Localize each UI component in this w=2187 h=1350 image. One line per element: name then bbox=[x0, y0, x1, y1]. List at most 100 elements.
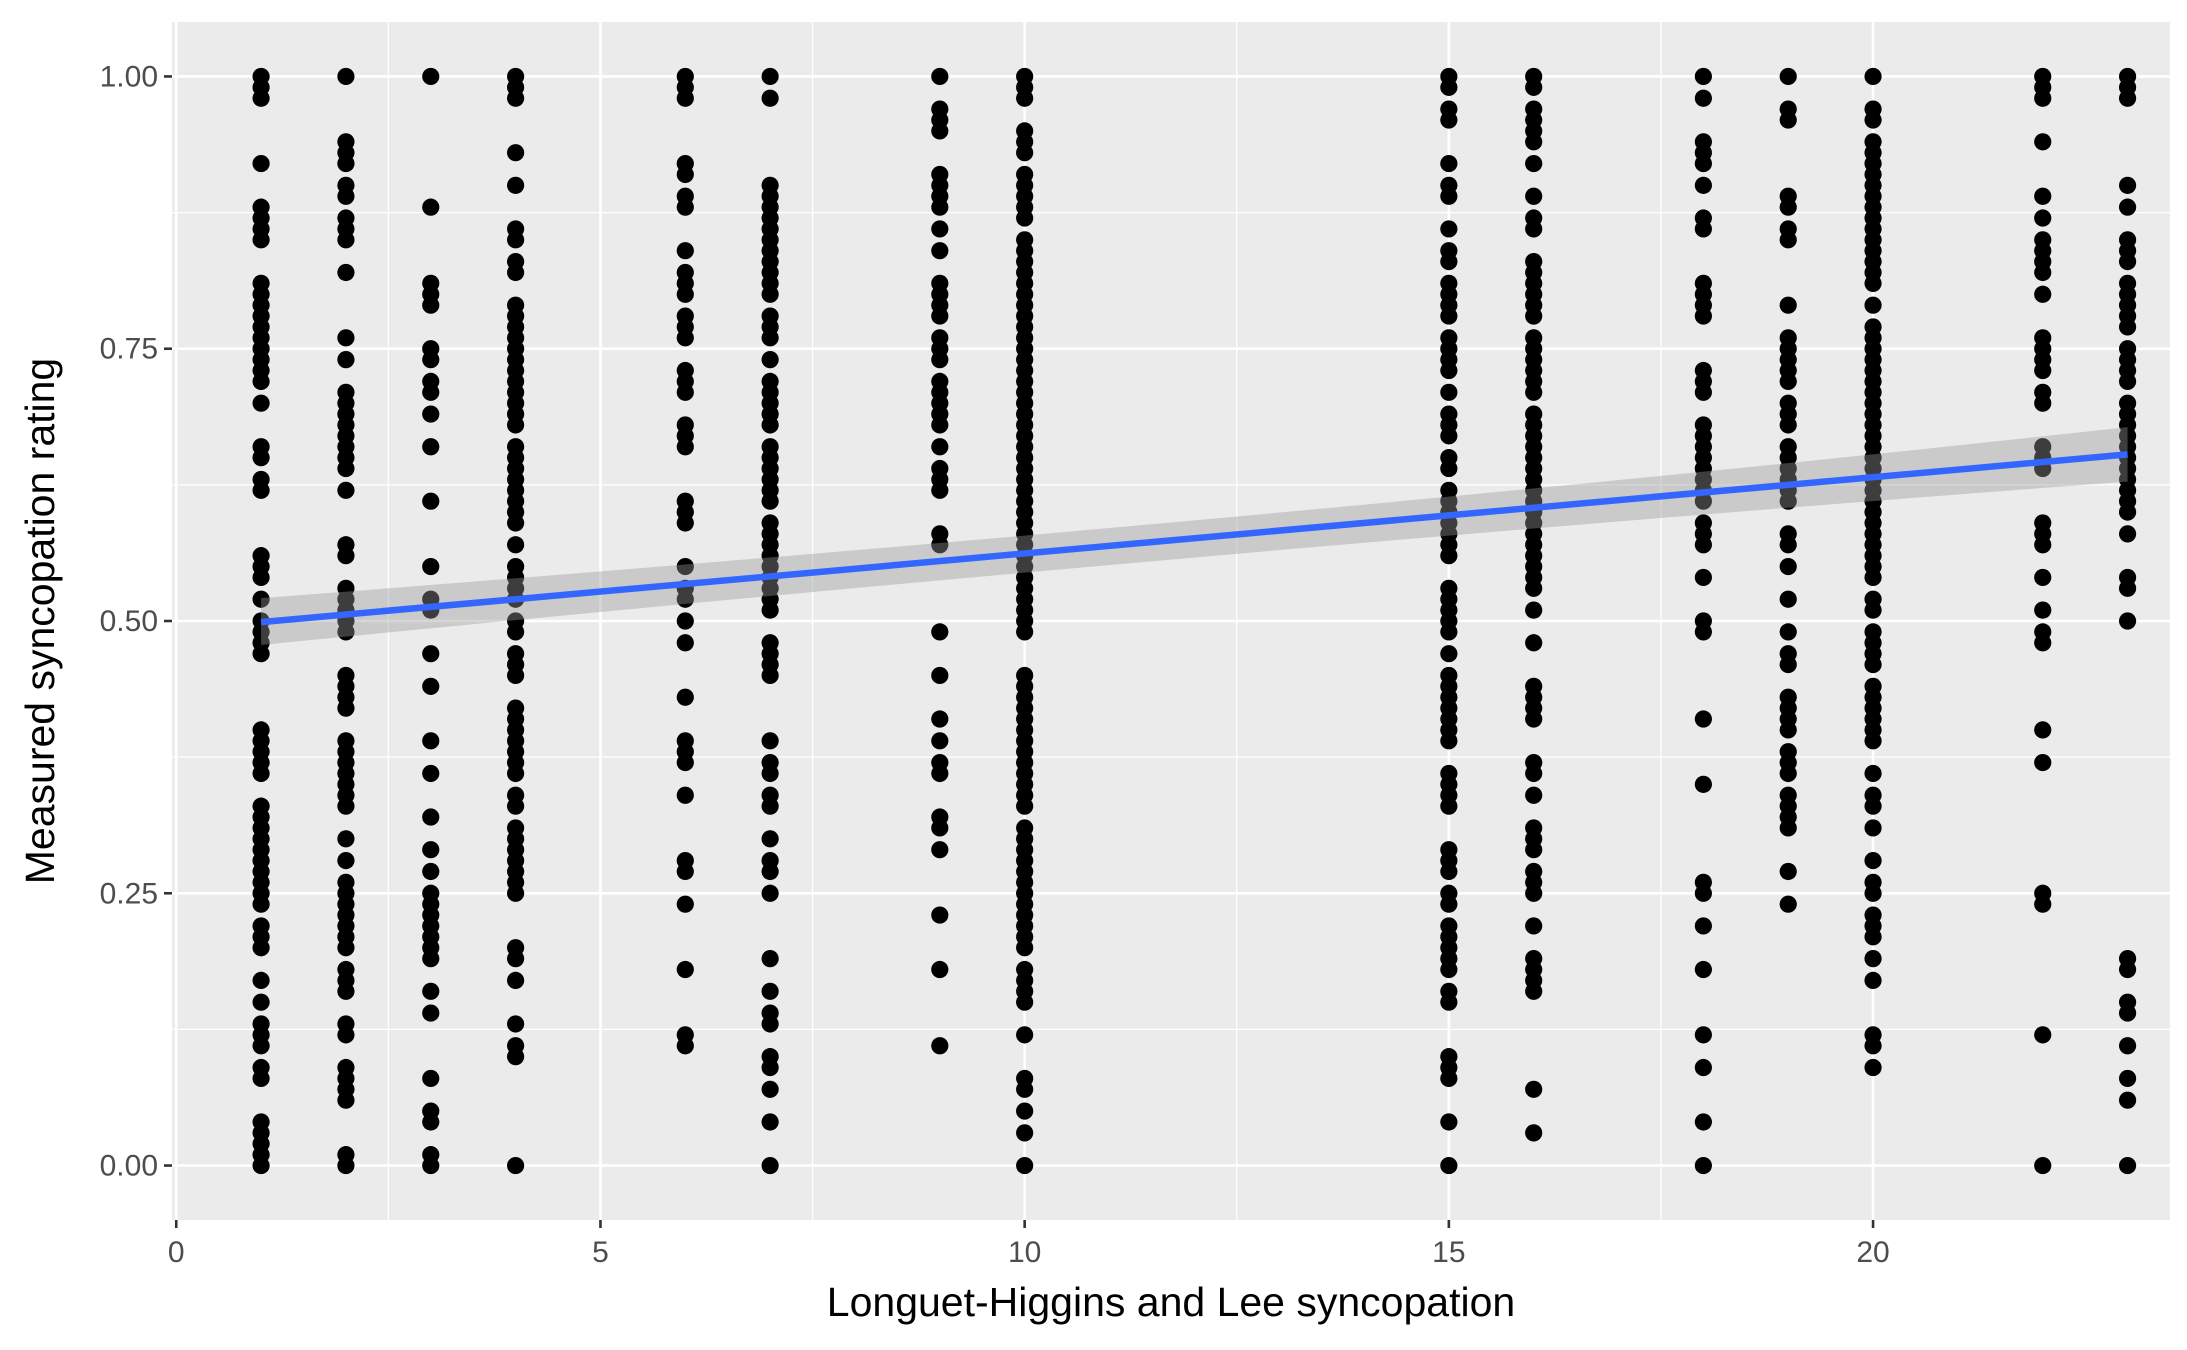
data-point bbox=[252, 372, 270, 390]
data-point bbox=[252, 895, 270, 913]
data-point bbox=[1864, 1058, 1882, 1077]
data-point bbox=[931, 819, 949, 837]
data-point bbox=[2034, 753, 2052, 772]
data-points bbox=[252, 67, 2137, 1175]
data-point bbox=[2118, 176, 2137, 194]
data-point bbox=[1440, 253, 1458, 271]
y-axis-title: Measured syncopation rating bbox=[17, 358, 63, 884]
data-point bbox=[1440, 895, 1458, 913]
data-point bbox=[507, 514, 525, 532]
data-point bbox=[931, 351, 949, 369]
y-axis: 0.00 0.25 0.50 0.75 1.00 bbox=[100, 60, 172, 1183]
data-point bbox=[1864, 928, 1882, 946]
data-point bbox=[422, 405, 440, 423]
data-point bbox=[1694, 710, 1712, 728]
data-point bbox=[761, 764, 779, 783]
data-point bbox=[1694, 220, 1712, 238]
data-point bbox=[761, 1156, 779, 1175]
data-point bbox=[1694, 383, 1712, 401]
data-point bbox=[2118, 960, 2137, 979]
data-point bbox=[422, 982, 440, 1000]
data-point bbox=[2034, 133, 2052, 151]
data-point bbox=[761, 416, 779, 434]
data-point bbox=[761, 1113, 779, 1131]
data-point bbox=[1525, 634, 1543, 652]
data-point bbox=[1779, 862, 1797, 881]
data-point bbox=[1779, 492, 1797, 510]
data-point bbox=[1440, 1069, 1458, 1088]
x-axis: 0 5 10 15 20 bbox=[168, 1220, 1890, 1269]
data-point bbox=[1525, 786, 1543, 804]
data-point bbox=[422, 1004, 440, 1022]
data-point bbox=[761, 982, 779, 1000]
data-point bbox=[2118, 579, 2137, 597]
data-point bbox=[1694, 775, 1712, 793]
data-point bbox=[337, 852, 355, 870]
data-point bbox=[761, 1058, 779, 1077]
data-point bbox=[761, 666, 779, 685]
data-point bbox=[337, 1091, 355, 1109]
data-point bbox=[422, 808, 440, 826]
data-point bbox=[931, 841, 949, 859]
data-point bbox=[2034, 263, 2052, 282]
data-point bbox=[1694, 176, 1712, 194]
data-point bbox=[422, 1113, 440, 1131]
data-point bbox=[1864, 1037, 1882, 1055]
data-point bbox=[337, 830, 355, 848]
data-point bbox=[1864, 111, 1882, 129]
data-point bbox=[1440, 960, 1458, 979]
data-point bbox=[507, 536, 525, 554]
data-point bbox=[337, 623, 355, 641]
data-point bbox=[337, 1156, 355, 1175]
data-point bbox=[2118, 503, 2137, 521]
data-point bbox=[931, 67, 949, 86]
data-point bbox=[422, 557, 440, 576]
data-point bbox=[676, 329, 694, 347]
data-point bbox=[1779, 198, 1797, 216]
x-tick-label: 5 bbox=[592, 1236, 609, 1269]
data-point bbox=[507, 623, 525, 641]
data-point bbox=[1440, 645, 1458, 663]
data-point bbox=[422, 198, 440, 216]
data-point bbox=[1440, 862, 1458, 881]
y-tick-label: 0.50 bbox=[100, 605, 158, 638]
data-point bbox=[676, 862, 694, 881]
data-point bbox=[1694, 917, 1712, 935]
data-point bbox=[676, 895, 694, 913]
data-point bbox=[676, 634, 694, 652]
data-point bbox=[2034, 89, 2052, 107]
data-point bbox=[422, 67, 440, 86]
data-point bbox=[676, 514, 694, 532]
data-point bbox=[761, 830, 779, 848]
data-point bbox=[1864, 67, 1882, 86]
data-point bbox=[337, 547, 355, 565]
data-point bbox=[676, 612, 694, 630]
data-point bbox=[1779, 764, 1797, 783]
y-tick-label: 1.00 bbox=[100, 60, 158, 93]
data-point bbox=[2034, 285, 2052, 303]
data-point bbox=[1016, 144, 1034, 162]
data-point bbox=[1525, 78, 1543, 96]
data-point bbox=[931, 623, 949, 641]
data-point bbox=[1440, 427, 1458, 445]
data-point bbox=[761, 1080, 779, 1098]
data-point bbox=[422, 383, 440, 401]
data-point bbox=[252, 764, 270, 783]
data-point bbox=[1525, 133, 1543, 151]
data-point bbox=[931, 438, 949, 456]
data-point bbox=[1525, 154, 1543, 173]
data-point bbox=[761, 862, 779, 881]
data-point bbox=[2118, 1091, 2137, 1109]
data-point bbox=[422, 950, 440, 968]
data-point bbox=[931, 1037, 949, 1055]
data-point bbox=[676, 960, 694, 979]
data-point bbox=[252, 1156, 270, 1175]
data-point bbox=[1525, 187, 1543, 205]
data-point bbox=[1694, 623, 1712, 641]
data-point bbox=[1525, 917, 1543, 935]
data-point bbox=[761, 884, 779, 902]
data-point bbox=[252, 971, 270, 990]
data-point bbox=[1779, 557, 1797, 576]
data-point bbox=[1440, 797, 1458, 815]
data-point bbox=[507, 764, 525, 783]
